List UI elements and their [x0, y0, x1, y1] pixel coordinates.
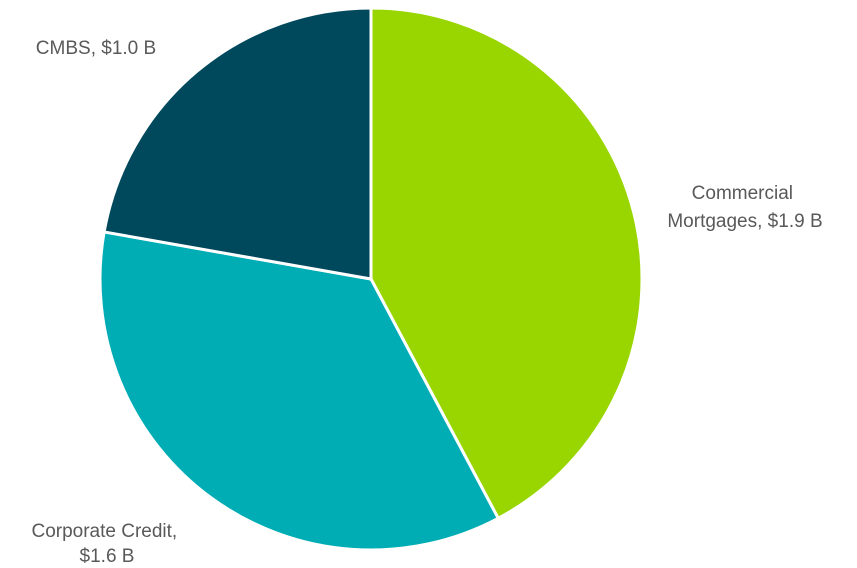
label-commercial-mortgages-line-2: Mortgages, $1.9 B [667, 211, 822, 232]
pie-labels: Commercial Mortgages, $1.9 B Corporate C… [31, 38, 822, 567]
label-commercial-mortgages: Commercial Mortgages, $1.9 B [667, 183, 822, 232]
label-commercial-mortgages-line-1: Commercial [692, 183, 793, 204]
pie-slice-cmbs [102, 6, 373, 281]
pie-slices [98, 6, 644, 552]
pie-slice-commercial-mortgages [369, 6, 644, 520]
label-corporate-credit-line-1: Corporate Credit, [31, 521, 177, 542]
label-cmbs: CMBS, $1.0 B [36, 38, 156, 59]
label-corporate-credit-line-2: $1.6 B [80, 546, 135, 567]
label-corporate-credit: Corporate Credit, $1.6 B [31, 521, 182, 567]
pie-slice-corporate-credit [98, 230, 500, 552]
label-cmbs-line-1: CMBS, $1.0 B [36, 38, 156, 59]
